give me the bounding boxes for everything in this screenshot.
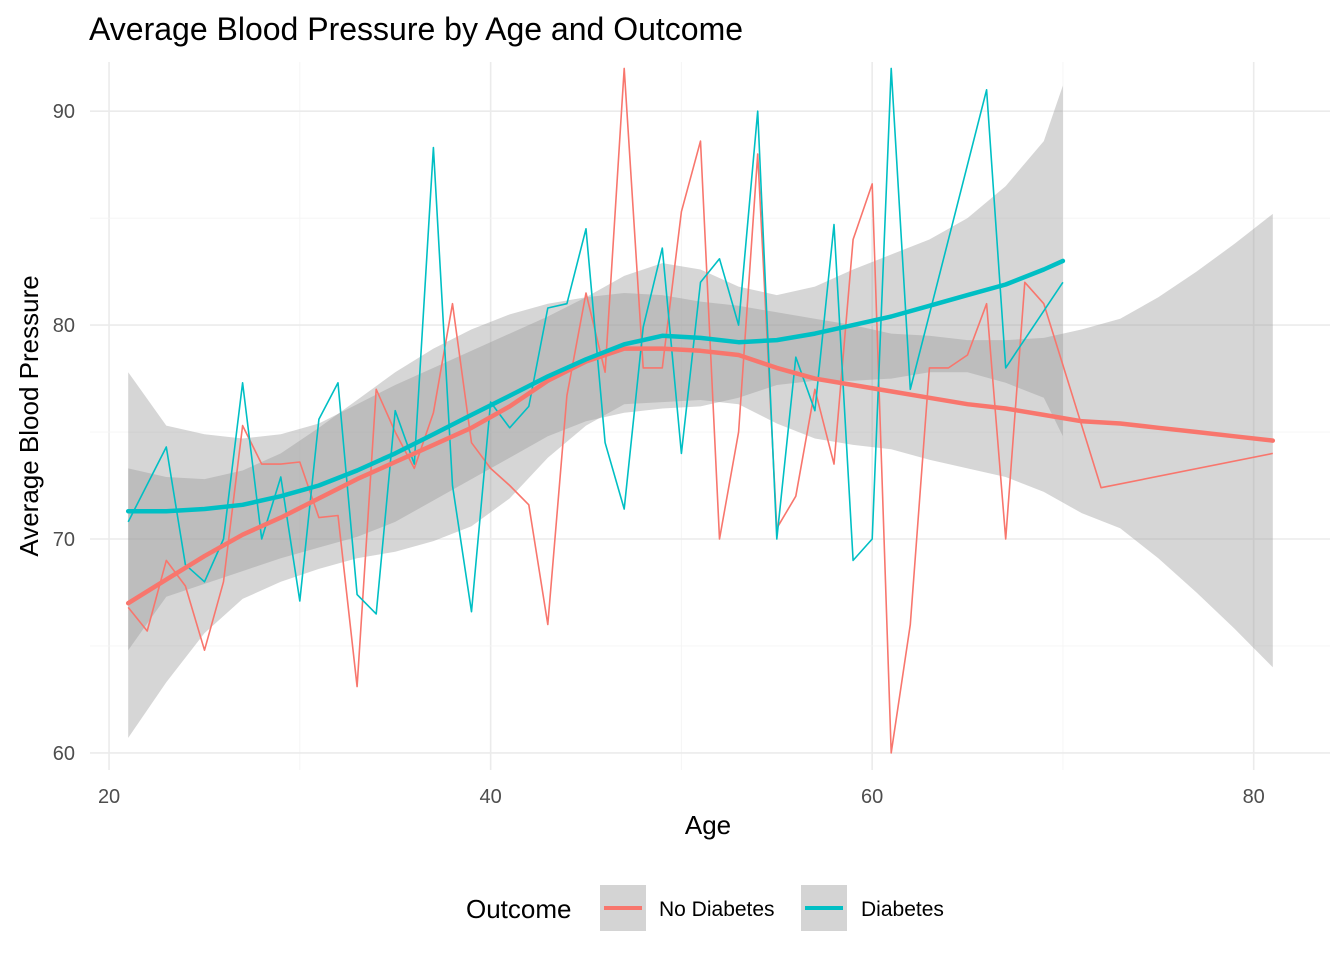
x-axis-ticks: 20 40 60 80 — [98, 786, 1265, 808]
smooth-trend-lines — [125, 258, 1276, 606]
chart-title: Average Blood Pressure by Age and Outcom… — [89, 11, 743, 47]
trend-line-diabetes — [125, 258, 1066, 514]
y-axis-title: Average Blood Pressure — [14, 275, 44, 556]
confidence-band-diabetes — [128, 85, 1063, 651]
y-tick-label: 60 — [53, 743, 75, 765]
x-axis-title: Age — [685, 810, 731, 840]
x-tick-label: 80 — [1243, 786, 1265, 808]
y-axis-ticks: 60 70 80 90 — [53, 101, 75, 765]
x-tick-label: 20 — [98, 786, 120, 808]
trend-line-no-diabetes — [125, 346, 1276, 606]
series-line-no-diabetes — [127, 67, 1273, 754]
x-tick-label: 60 — [861, 786, 883, 808]
legend-label-no-diabetes: No Diabetes — [659, 898, 775, 921]
legend-title: Outcome — [466, 894, 572, 924]
grid — [90, 62, 1330, 770]
legend: Outcome No Diabetes Diabetes — [466, 885, 944, 931]
confidence-band-no-diabetes — [128, 213, 1273, 738]
legend-label-diabetes: Diabetes — [861, 898, 944, 921]
x-tick-label: 40 — [479, 786, 501, 808]
series-line-diabetes — [127, 67, 1064, 615]
raw-series-lines — [127, 67, 1273, 754]
confidence-bands — [128, 85, 1273, 738]
y-tick-label: 80 — [53, 315, 75, 337]
y-tick-label: 70 — [53, 529, 75, 551]
y-tick-label: 90 — [53, 101, 75, 123]
